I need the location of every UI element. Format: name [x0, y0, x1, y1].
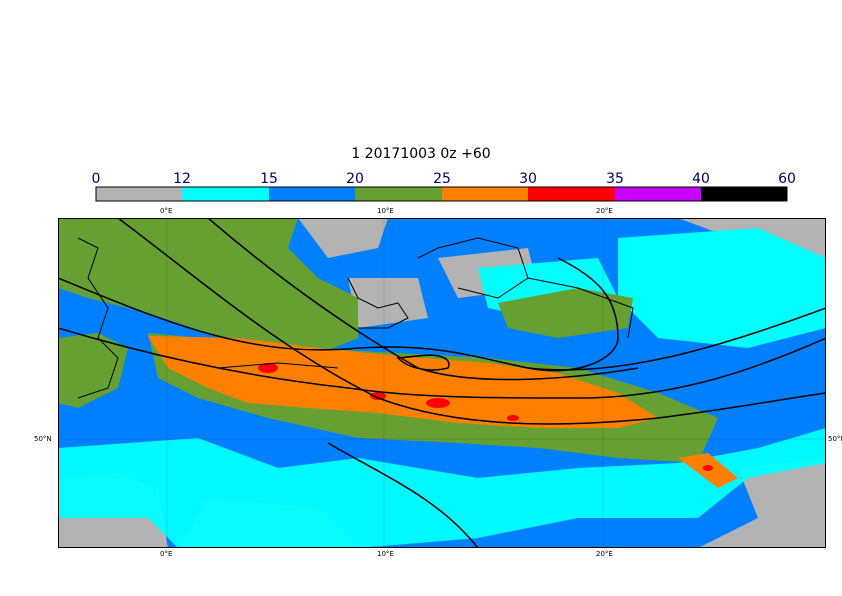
bottom-lon-10: 10°E — [377, 550, 394, 558]
legend-bin-0 — [96, 187, 182, 201]
legend-label-0: 0 — [91, 171, 101, 187]
legend-label-35: 35 — [606, 171, 624, 187]
legend-bin-6 — [615, 187, 701, 201]
field-orange-core — [148, 336, 658, 428]
legend-bin-4 — [442, 187, 528, 201]
legend-label-15: 15 — [260, 171, 278, 187]
legend-label-25: 25 — [433, 171, 451, 187]
legend-label-12: 12 — [173, 171, 191, 187]
right-lat-50: 50°N — [828, 435, 842, 443]
top-lon-10: 10°E — [377, 207, 394, 215]
field-green-uk — [58, 333, 128, 408]
bottom-lon-20: 20°E — [596, 550, 613, 558]
field-green-baltic — [498, 288, 633, 338]
map-frame — [58, 218, 826, 548]
legend-label-40: 40 — [692, 171, 710, 187]
legend-bin-5 — [528, 187, 615, 201]
field-red-spot-4 — [507, 415, 519, 421]
field-gray-scandinavia — [298, 218, 388, 258]
left-lat-50: 50°N — [34, 435, 52, 443]
coastlines — [77, 237, 634, 399]
field-gray-denmark — [348, 278, 428, 328]
field-cyan-south — [58, 428, 826, 548]
top-lon-0: 0°E — [160, 207, 173, 215]
field-red-spot-2 — [370, 392, 386, 400]
field-red-spot-5 — [703, 465, 713, 471]
top-lon-20: 20°E — [596, 207, 613, 215]
legend-label-30: 30 — [519, 171, 537, 187]
map-title: 1 20171003 0z +60 — [351, 146, 491, 162]
legend-bin-3 — [355, 187, 442, 201]
wind-gust-map — [58, 218, 826, 548]
field-red-spot-3 — [426, 398, 450, 408]
field-gray-southeast — [698, 458, 826, 548]
field-cyan-north — [618, 228, 826, 348]
field-red-spot-1 — [258, 363, 278, 373]
bottom-lon-0: 0°E — [160, 550, 173, 558]
isobars — [58, 218, 826, 548]
legend-bin-1 — [182, 187, 269, 201]
legend-bin-7 — [701, 187, 787, 201]
legend-label-60: 60 — [778, 171, 796, 187]
legend-bin-2 — [269, 187, 355, 201]
legend-label-20: 20 — [346, 171, 364, 187]
graticule — [58, 218, 826, 548]
color-legend — [95, 186, 788, 202]
